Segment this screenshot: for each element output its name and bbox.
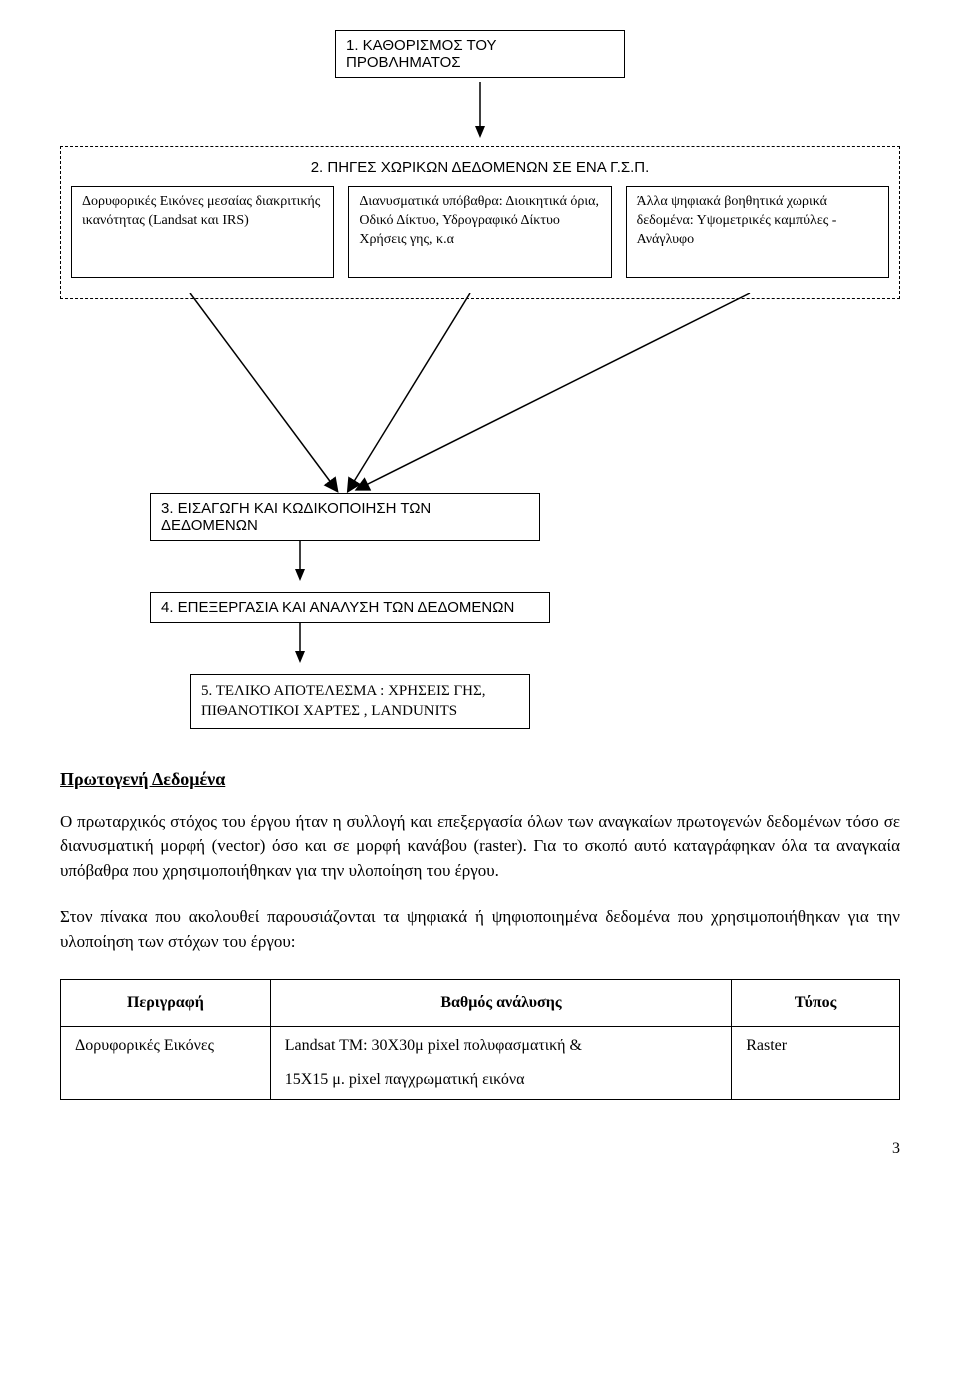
arrow-down-icon: [290, 541, 310, 581]
node-satellite-images: Δορυφορικές Εικόνες μεσαίας διακριτικής …: [71, 186, 334, 278]
body-text: Πρωτογενή Δεδομένα Ο πρωταρχικός στόχος …: [60, 769, 900, 1100]
arrow-down-icon: [470, 82, 490, 138]
td-description: Δορυφορικές Εικόνες: [61, 1026, 271, 1099]
td-resolution: Landsat TM: 30X30μ pixel πολυφασματική &…: [270, 1026, 731, 1099]
arrow-4-to-5: [290, 623, 900, 668]
arrow-down-icon: [290, 623, 310, 663]
dashed-group-title: 2. ΠΗΓΕΣ ΧΩΡΙΚΩΝ ΔΕΔΟΜΕΝΩΝ ΣΕ ΕΝΑ Γ.Σ.Π.: [71, 159, 889, 176]
table-body: Δορυφορικές Εικόνες Landsat TM: 30X30μ p…: [61, 1026, 900, 1099]
flowchart: 1. ΚΑΘΟΡΙΣΜΟΣ ΤΟΥ ΠΡΟΒΛΗΜΑΤΟΣ 2. ΠΗΓΕΣ Χ…: [60, 30, 900, 729]
dashed-row: Δορυφορικές Εικόνες μεσαίας διακριτικής …: [71, 186, 889, 278]
table-head: Περιγραφή Βαθμός ανάλυσης Τύπος: [61, 979, 900, 1026]
node-final-result: 5. ΤΕΛΙΚΟ ΑΠΟΤΕΛΕΣΜΑ : ΧΡΗΣΕΙΣ ΓΗΣ, ΠΙΘΑ…: [190, 674, 530, 729]
data-table: Περιγραφή Βαθμός ανάλυσης Τύπος Δορυφορι…: [60, 979, 900, 1100]
table-row: Δορυφορικές Εικόνες Landsat TM: 30X30μ p…: [61, 1026, 900, 1099]
arrows-converge: [60, 293, 900, 493]
table-header-row: Περιγραφή Βαθμός ανάλυσης Τύπος: [61, 979, 900, 1026]
node-vector-basemaps: Διανυσματικά υπόβαθρα: Διοικητικά όρια, …: [348, 186, 611, 278]
node-processing-analysis: 4. ΕΠΕΞΕΡΓΑΣΙΑ ΚΑΙ ΑΝΑΛΥΣΗ ΤΩΝ ΔΕΔΟΜΕΝΩΝ: [150, 592, 550, 623]
arrow-3-to-4: [290, 541, 900, 586]
dashed-group-data-sources: 2. ΠΗΓΕΣ ΧΩΡΙΚΩΝ ΔΕΔΟΜΕΝΩΝ ΣΕ ΕΝΑ Γ.Σ.Π.…: [60, 146, 900, 299]
paragraph-2: Στον πίνακα που ακολουθεί παρουσιάζονται…: [60, 905, 900, 954]
th-type: Τύπος: [732, 979, 900, 1026]
th-resolution: Βαθμός ανάλυσης: [270, 979, 731, 1026]
th-description: Περιγραφή: [61, 979, 271, 1026]
converge-icon: [60, 293, 900, 493]
page-number: 3: [60, 1140, 900, 1158]
td-res-line1: Landsat TM: 30X30μ pixel πολυφασματική &: [285, 1037, 717, 1055]
paragraph-1: Ο πρωταρχικός στόχος του έργου ήταν η συ…: [60, 810, 900, 884]
node-other-digital-data: Άλλα ψηφιακά βοηθητικά χωρικά δεδομένα: …: [626, 186, 889, 278]
node-problem-definition: 1. ΚΑΘΟΡΙΣΜΟΣ ΤΟΥ ΠΡΟΒΛΗΜΑΤΟΣ: [335, 30, 625, 78]
node-input-encoding: 3. ΕΙΣΑΓΩΓΗ ΚΑΙ ΚΩΔΙΚΟΠΟΙΗΣΗ ΤΩΝ ΔΕΔΟΜΕΝ…: [150, 493, 540, 541]
section-subtitle: Πρωτογενή Δεδομένα: [60, 769, 900, 790]
row-node-1: 1. ΚΑΘΟΡΙΣΜΟΣ ΤΟΥ ΠΡΟΒΛΗΜΑΤΟΣ: [60, 30, 900, 78]
td-res-line2: 15X15 μ. pixel παγχρωματική εικόνα: [285, 1071, 717, 1089]
td-type: Raster: [732, 1026, 900, 1099]
arrow-1-to-2: [60, 82, 900, 138]
